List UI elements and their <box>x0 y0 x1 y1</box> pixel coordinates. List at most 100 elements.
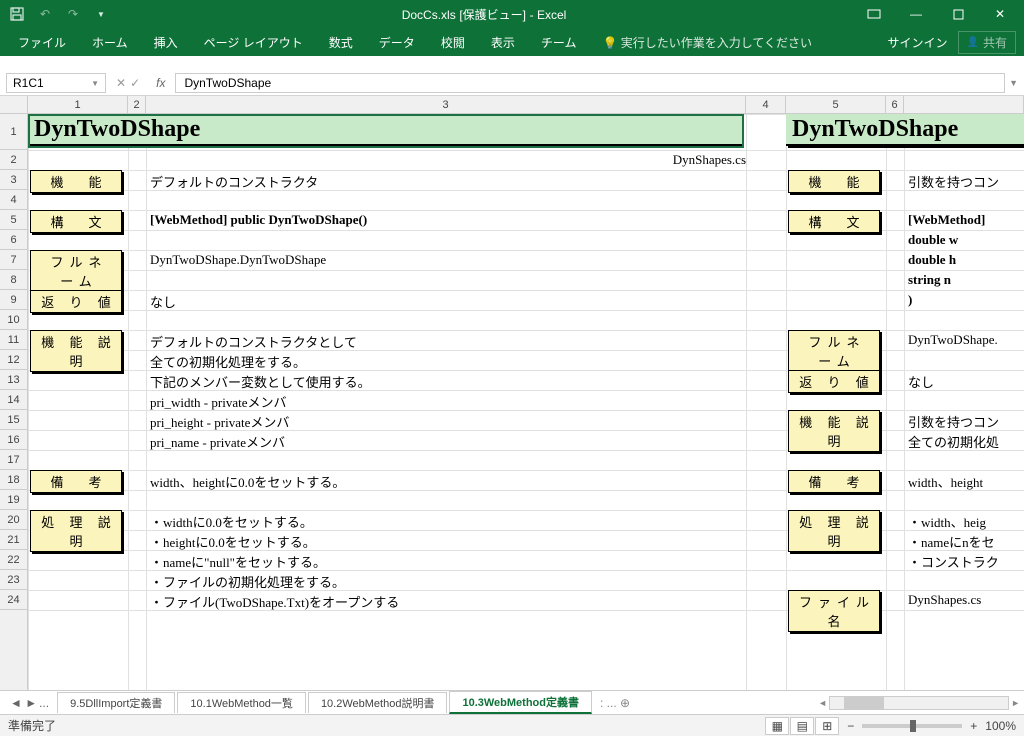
cell-text: ・ファイル(TwoDShape.Txt)をオープンする <box>150 592 399 611</box>
field-tag: 構 文 <box>30 210 122 233</box>
save-icon[interactable] <box>4 2 30 26</box>
cell-text: 全ての初期化処 <box>908 432 999 451</box>
cell-text: ) <box>908 292 912 308</box>
row-header[interactable]: 23 <box>0 570 27 590</box>
field-tag: 返 り 値 <box>788 370 880 393</box>
col-header[interactable] <box>904 96 1024 113</box>
share-button[interactable]: 👤共有 <box>958 31 1016 54</box>
row-header[interactable]: 15 <box>0 410 27 430</box>
cell-text: DynShapes.cs <box>908 592 981 608</box>
row-header[interactable]: 10 <box>0 310 27 330</box>
cell-text: 引数を持つコン <box>908 172 999 191</box>
sheet-tab[interactable]: 9.5DllImport定義書 <box>57 692 175 713</box>
zoom-in-icon[interactable]: + <box>970 719 977 733</box>
row-header[interactable]: 17 <box>0 450 27 470</box>
row-header[interactable]: 14 <box>0 390 27 410</box>
zoom-out-icon[interactable]: − <box>847 719 854 733</box>
formula-bar: R1C1▼ ✕ ✓ fx DynTwoDShape ▼ <box>0 70 1024 96</box>
sheet-more[interactable]: : ... ⊕ <box>594 696 636 710</box>
cell-text: pri_width - privateメンバ <box>150 392 286 411</box>
enter-formula-icon[interactable]: ✓ <box>130 76 140 90</box>
zoom-level[interactable]: 100% <box>985 719 1016 733</box>
tab-view[interactable]: 表示 <box>481 30 525 55</box>
field-tag: 返 り 値 <box>30 290 122 313</box>
ribbon: ファイル ホーム 挿入 ページ レイアウト 数式 データ 校閲 表示 チーム 💡… <box>0 28 1024 56</box>
undo-icon[interactable]: ↶ <box>32 2 58 26</box>
page-break-view-icon[interactable]: ⊞ <box>815 717 839 735</box>
formula-input[interactable]: DynTwoDShape <box>175 73 1005 93</box>
tab-file[interactable]: ファイル <box>8 30 76 55</box>
row-header[interactable]: 22 <box>0 550 27 570</box>
cell-text: double w <box>908 232 958 248</box>
row-header[interactable]: 7 <box>0 250 27 270</box>
tab-insert[interactable]: 挿入 <box>144 30 188 55</box>
page-layout-view-icon[interactable]: ▤ <box>790 717 814 735</box>
col-header[interactable]: 2 <box>128 96 146 113</box>
qat-dropdown-icon[interactable]: ▼ <box>88 2 114 26</box>
cell-text: デフォルトのコンストラクタとして <box>150 332 357 351</box>
minimize-icon[interactable]: — <box>896 0 936 28</box>
row-header[interactable]: 16 <box>0 430 27 450</box>
cells[interactable]: DynTwoDShapeDynTwoDShapeDynShapes.cs機 能構… <box>28 114 1024 690</box>
col-header[interactable]: 5 <box>786 96 886 113</box>
close-icon[interactable]: ✕ <box>980 0 1020 28</box>
row-header[interactable]: 3 <box>0 170 27 190</box>
cell-text: [WebMethod] <box>908 212 985 228</box>
row-header[interactable]: 24 <box>0 590 27 610</box>
horizontal-scrollbar[interactable] <box>829 696 1009 710</box>
cell-text: 引数を持つコン <box>908 412 999 431</box>
sheet-tab[interactable]: 10.1WebMethod一覧 <box>177 692 306 713</box>
tab-formulas[interactable]: 数式 <box>319 30 363 55</box>
row-header[interactable]: 13 <box>0 370 27 390</box>
col-header[interactable]: 1 <box>28 96 128 113</box>
ribbon-options-icon[interactable] <box>854 0 894 28</box>
cell-text: width、heightに0.0をセットする。 <box>150 472 345 491</box>
row-header[interactable]: 5 <box>0 210 27 230</box>
row-header[interactable]: 9 <box>0 290 27 310</box>
select-all-corner[interactable] <box>0 96 28 114</box>
row-header[interactable]: 1 <box>0 114 27 150</box>
fx-icon[interactable]: fx <box>150 76 171 90</box>
row-header[interactable]: 2 <box>0 150 27 170</box>
title-cell: DynTwoDShape <box>786 114 1024 146</box>
tab-data[interactable]: データ <box>369 30 425 55</box>
name-box[interactable]: R1C1▼ <box>6 73 106 93</box>
status-ready: 準備完了 <box>8 717 56 734</box>
row-header[interactable]: 19 <box>0 490 27 510</box>
row-header[interactable]: 8 <box>0 270 27 290</box>
sheet-tab-active[interactable]: 10.3WebMethod定義書 <box>449 691 592 714</box>
tab-home[interactable]: ホーム <box>82 30 138 55</box>
row-header[interactable]: 21 <box>0 530 27 550</box>
tab-review[interactable]: 校閲 <box>431 30 475 55</box>
col-header[interactable]: 3 <box>146 96 746 113</box>
cell-text: width、height <box>908 472 983 491</box>
cell-text: ・nameにnをセ <box>908 532 995 551</box>
signin-link[interactable]: サインイン <box>888 34 948 51</box>
cell-text: 全ての初期化処理をする。 <box>150 352 306 371</box>
grid-area[interactable]: 123456789101112131415161718192021222324 … <box>0 114 1024 690</box>
tab-page-layout[interactable]: ページ レイアウト <box>194 30 313 55</box>
row-header[interactable]: 12 <box>0 350 27 370</box>
maximize-icon[interactable] <box>938 0 978 28</box>
tell-me[interactable]: 💡 実行したい作業を入力してください <box>592 30 822 55</box>
titlebar: ↶ ↷ ▼ DocCs.xls [保護ビュー] - Excel — ✕ <box>0 0 1024 28</box>
title-cell: DynTwoDShape <box>28 114 742 146</box>
window-title: DocCs.xls [保護ビュー] - Excel <box>114 6 854 23</box>
redo-icon[interactable]: ↷ <box>60 2 86 26</box>
col-header[interactable]: 6 <box>886 96 904 113</box>
sheet-tab[interactable]: 10.2WebMethod説明書 <box>308 692 448 713</box>
zoom-slider[interactable] <box>862 724 962 728</box>
col-header[interactable]: 4 <box>746 96 786 113</box>
normal-view-icon[interactable]: ▦ <box>765 717 789 735</box>
row-header[interactable]: 20 <box>0 510 27 530</box>
row-header[interactable]: 18 <box>0 470 27 490</box>
tab-team[interactable]: チーム <box>531 30 587 55</box>
status-bar: 準備完了 ▦ ▤ ⊞ − + 100% <box>0 714 1024 736</box>
row-header[interactable]: 4 <box>0 190 27 210</box>
cancel-formula-icon[interactable]: ✕ <box>116 76 126 90</box>
tab-nav[interactable]: ◄ ► ... <box>4 696 55 710</box>
row-header[interactable]: 11 <box>0 330 27 350</box>
expand-formula-icon[interactable]: ▼ <box>1009 78 1018 88</box>
row-header[interactable]: 6 <box>0 230 27 250</box>
cell-text: ・nameに"null"をセットする。 <box>150 552 326 571</box>
